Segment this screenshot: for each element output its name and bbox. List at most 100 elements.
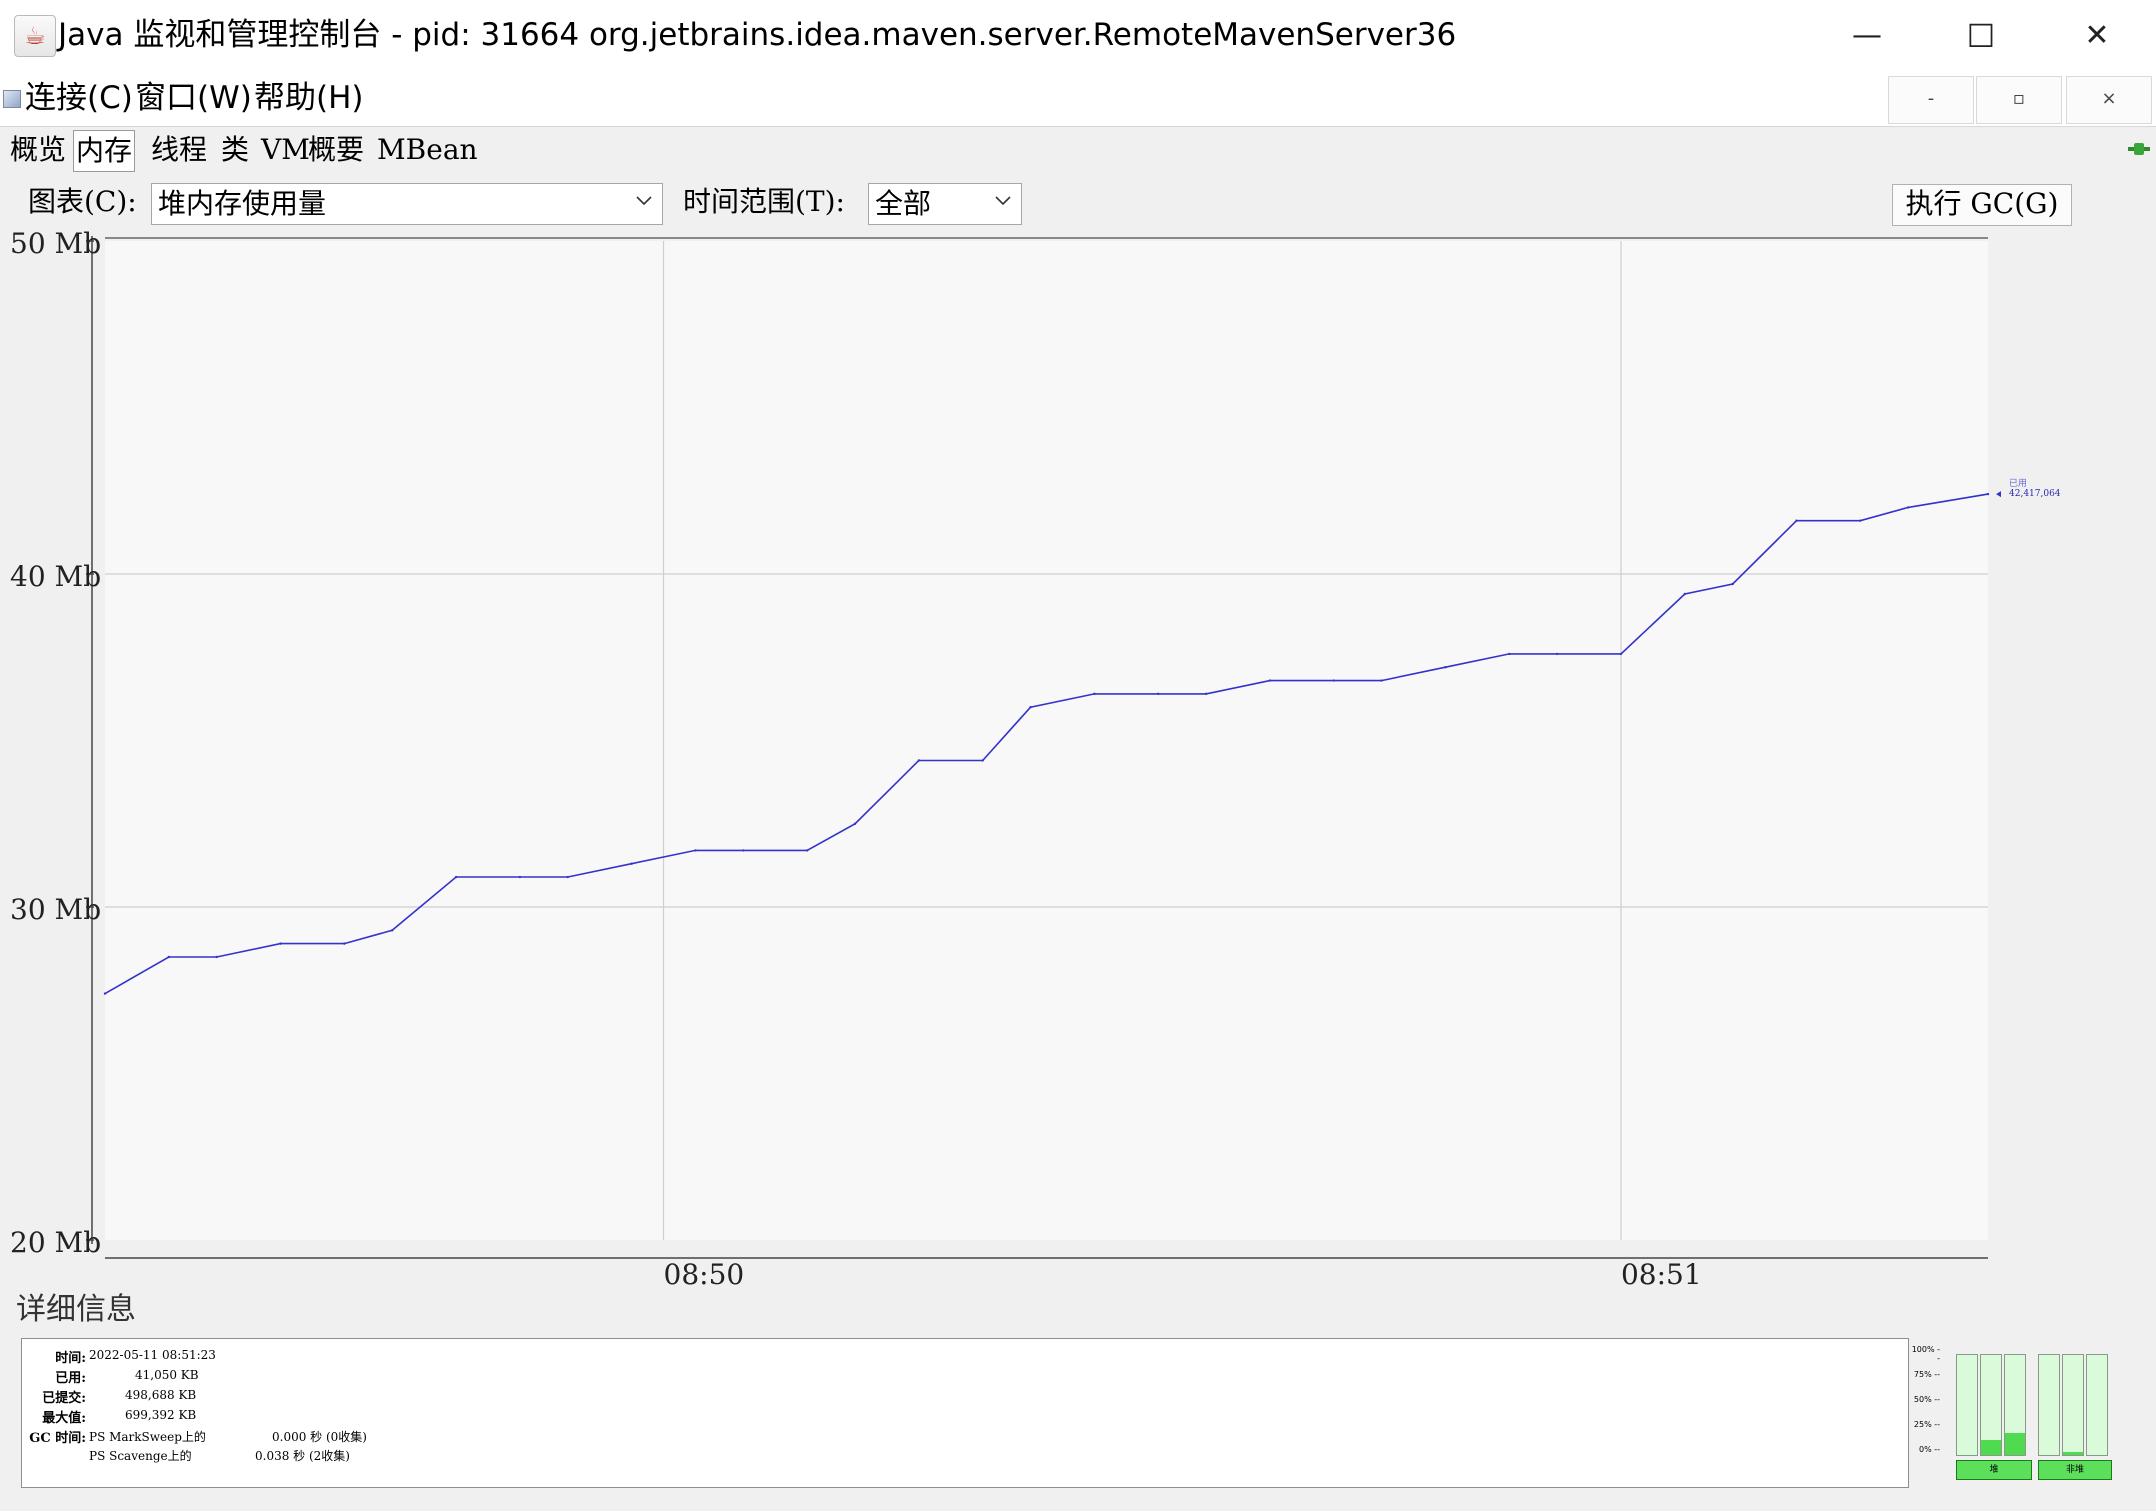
data-point [917, 759, 921, 762]
y-tick-label: 40 Mb [10, 560, 101, 593]
chart-selector-label: 图表(C): [28, 185, 137, 218]
frame-minimize-button[interactable]: - [1888, 76, 1974, 124]
details-title: 详细信息 [16, 1292, 136, 1327]
data-point [1555, 652, 1559, 656]
heap-pool-bar[interactable] [2004, 1354, 2026, 1456]
tab-mbean[interactable]: MBean [377, 133, 478, 166]
data-point [279, 942, 282, 945]
heap-pool-bar[interactable] [1980, 1354, 2002, 1456]
menu-help[interactable]: 帮助(H) [254, 80, 364, 116]
maximize-button[interactable]: ☐ [1966, 17, 1996, 55]
data-point [1380, 679, 1383, 682]
menu-connection[interactable]: 连接(C) [25, 80, 133, 116]
tab-vm[interactable]: VM [261, 133, 310, 166]
detail-key-used: 已用: [55, 1371, 86, 1386]
connected-plug-icon [2128, 143, 2150, 155]
nonheap-pool-bar[interactable] [2038, 1354, 2060, 1456]
data-point [630, 862, 633, 865]
nonheap-pool-button[interactable]: 非堆 [2038, 1460, 2112, 1480]
bar-fill [2063, 1452, 2083, 1455]
detail-key-committed: 已提交: [42, 1391, 86, 1406]
data-point [1683, 592, 1687, 596]
data-point [1859, 519, 1862, 522]
memory-pool-chart: 100% -- 75% -- 50% -- 25% -- 0% -- 堆 非堆 [1910, 1340, 2150, 1490]
data-point [1508, 652, 1511, 656]
internal-frame-icon [3, 90, 21, 108]
data-point [454, 875, 458, 879]
pct-label: 75% -- [1913, 1370, 1940, 1379]
heap-memory-chart: 20 Mb 30 Mb 40 Mb 50 Mb 08:50 08:51 已用42,417,0… [10, 230, 2061, 1290]
frame-restore-button[interactable]: ▫ [1976, 76, 2062, 124]
gc-collector-marksweep: PS MarkSweep上的 [89, 1430, 206, 1444]
nonheap-pool-bar[interactable] [2062, 1354, 2084, 1456]
data-point [103, 992, 107, 995]
time-range-value: 全部 [875, 187, 932, 220]
minimize-button[interactable]: — [1852, 18, 1882, 53]
data-point [167, 955, 171, 959]
series-end-value: 42,417,064 [2009, 489, 2061, 499]
data-point [1332, 679, 1335, 682]
end-marker [1996, 491, 2001, 498]
menu-window[interactable]: 窗口(W) [135, 80, 252, 116]
chevron-down-icon [636, 196, 652, 206]
detail-key-time: 时间: [55, 1351, 86, 1366]
chart-selector-value: 堆内存使用量 [158, 187, 327, 220]
bar-fill [1981, 1440, 2001, 1455]
heap-pool-button[interactable]: 堆 [1956, 1460, 2032, 1480]
data-point [853, 822, 857, 825]
data-point [1268, 679, 1272, 682]
x-tick-label: 08:51 [1621, 1258, 1702, 1290]
data-point [1093, 692, 1096, 696]
pct-label: 100% -- [1911, 1345, 1940, 1363]
tab-summary[interactable]: 概要 [308, 133, 365, 166]
data-point [391, 929, 394, 932]
plot-background [105, 241, 1988, 1240]
pct-label: 25% -- [1913, 1420, 1940, 1429]
y-tick-label: 30 Mb [10, 893, 101, 926]
data-point [805, 849, 809, 852]
x-tick-label: 08:50 [664, 1258, 745, 1290]
data-point [1444, 666, 1447, 669]
tab-overview[interactable]: 概览 [10, 133, 67, 166]
detail-key-gc-time: GC 时间: [29, 1431, 86, 1446]
window-title: Java 监视和管理控制台 - pid: 31664 org.jetbrains… [58, 17, 1457, 53]
data-point [1986, 492, 1990, 496]
details-panel: 时间: 2022-05-11 08:51:23 已用: 41,050 KB 已提… [21, 1338, 1909, 1488]
close-button[interactable]: ✕ [2084, 18, 2110, 53]
time-range-selector[interactable]: 全部 [868, 183, 1022, 225]
detail-key-max: 最大值: [42, 1411, 86, 1426]
nonheap-pool-bar[interactable] [2086, 1354, 2108, 1456]
data-point [1029, 706, 1032, 709]
detail-value-time: 2022-05-11 08:51:23 [89, 1348, 216, 1362]
data-point [1619, 652, 1623, 656]
data-point [1204, 692, 1208, 696]
frame-close-button[interactable]: × [2066, 76, 2152, 124]
menu-bar: 连接(C) 窗口(W) 帮助(H) - ▫ × [0, 70, 2156, 127]
data-point [694, 849, 697, 852]
detail-value-committed: 498,688 KB [125, 1388, 197, 1402]
java-cup-icon: ☕ [14, 15, 56, 57]
data-point [1795, 519, 1798, 522]
gc-time-scavenge: 0.038 秒 (2收集) [255, 1449, 350, 1463]
bar-fill [2005, 1433, 2025, 1455]
data-point [1731, 582, 1734, 586]
chevron-down-icon [995, 196, 1011, 206]
data-point [215, 955, 218, 959]
gc-time-marksweep: 0.000 秒 (0收集) [272, 1430, 367, 1444]
detail-value-max: 699,392 KB [125, 1408, 197, 1422]
title-bar: ☕ Java 监视和管理控制台 - pid: 31664 org.jetbrai… [0, 0, 2156, 70]
chart-selector[interactable]: 堆内存使用量 [151, 183, 663, 225]
tab-threads[interactable]: 线程 [151, 133, 208, 166]
data-point [343, 942, 346, 945]
heap-pool-bar[interactable] [1956, 1354, 1978, 1456]
series-end-name: 已用 [2009, 478, 2027, 489]
perform-gc-button[interactable]: 执行 GC(G) [1892, 184, 2072, 226]
data-point [742, 849, 745, 852]
tab-memory[interactable]: 内存 [73, 130, 136, 172]
y-tick-label: 50 Mb [10, 230, 101, 260]
tab-classes[interactable]: 类 [221, 133, 250, 166]
data-point [981, 759, 984, 762]
y-tick-label: 20 Mb [10, 1226, 101, 1259]
detail-value-used: 41,050 KB [135, 1368, 199, 1382]
data-point [1907, 506, 1910, 509]
